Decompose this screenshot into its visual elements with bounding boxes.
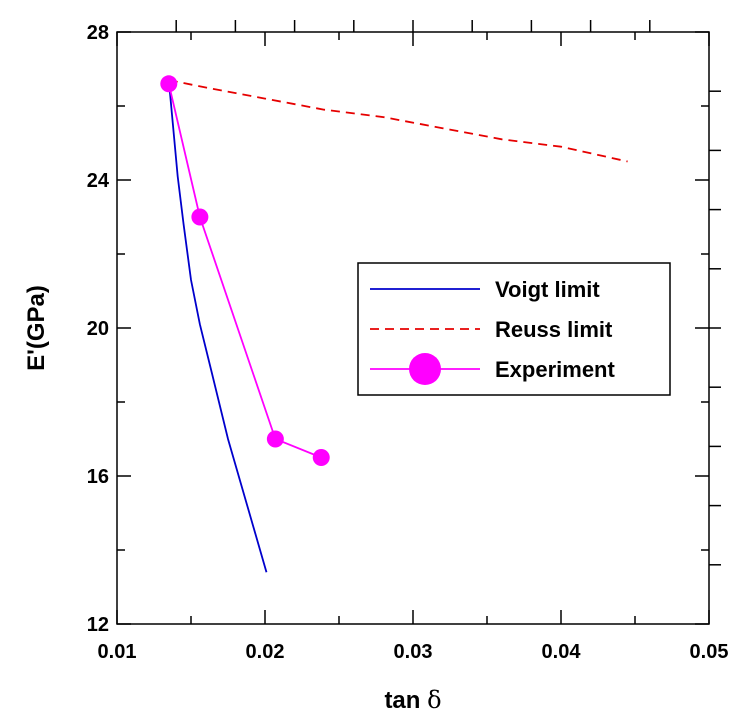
series-line-experiment	[167, 83, 322, 459]
axis-ticks	[116, 20, 721, 625]
legend-label-experiment: Experiment	[495, 357, 615, 382]
y-tick-label: 16	[87, 466, 109, 488]
series-layer	[160, 75, 628, 573]
x-tick-label: 0.03	[394, 641, 433, 663]
x-axis-title-text: tan	[384, 687, 420, 714]
y-axis-title: E'(GPa)	[23, 285, 50, 371]
y-tick-label: 28	[87, 22, 109, 44]
legend-label-voigt: Voigt limit	[495, 277, 600, 302]
x-tick-label: 0.01	[98, 641, 137, 663]
y-tick-label: 12	[87, 614, 109, 636]
series-line-voigt-limit	[167, 80, 268, 573]
data-point-experiment	[312, 449, 330, 466]
axis-tick-labels: 0.01 0.02 0.03 0.04 0.05 12 16 20 24 28	[87, 22, 729, 663]
y-tick-label: 24	[87, 170, 110, 192]
y-tick-label: 20	[87, 318, 109, 340]
data-point-experiment	[191, 208, 209, 226]
legend-marker-experiment	[409, 353, 441, 385]
x-tick-label: 0.05	[690, 641, 729, 663]
x-axis-title-symbol: δ	[427, 686, 441, 714]
legend: Voigt limit Reuss limit Experiment	[357, 262, 671, 396]
legend-label-reuss: Reuss limit	[495, 317, 613, 342]
x-tick-label: 0.04	[542, 641, 582, 663]
series-line-reuss-limit	[168, 79, 628, 163]
x-axis-title: tan δ	[384, 686, 441, 714]
x-tick-label: 0.02	[246, 641, 285, 663]
data-point-experiment	[160, 75, 178, 93]
data-point-experiment	[266, 430, 284, 448]
